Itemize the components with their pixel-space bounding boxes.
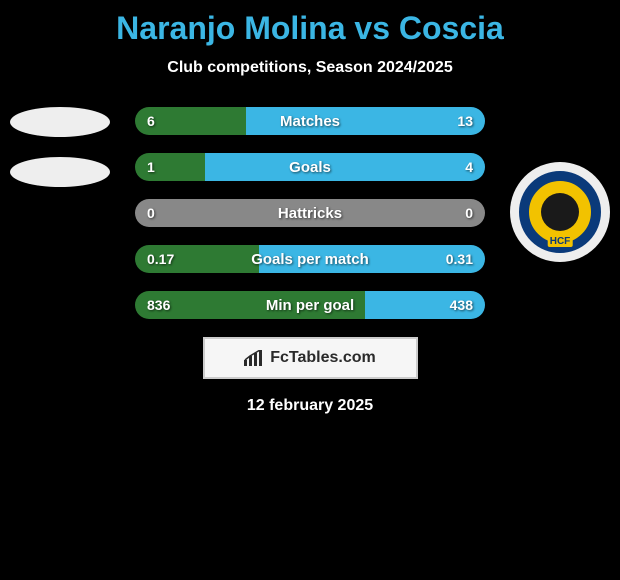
bar-label: Matches bbox=[135, 113, 485, 130]
bar-label: Min per goal bbox=[135, 297, 485, 314]
footer-brand-text: FcTables.com bbox=[270, 349, 376, 367]
bar-label: Goals per match bbox=[135, 251, 485, 268]
placeholder-ellipse bbox=[10, 157, 110, 187]
page-title: Naranjo Molina vs Coscia bbox=[0, 0, 620, 47]
bar-label: Goals bbox=[135, 159, 485, 176]
bar-label: Hattricks bbox=[135, 205, 485, 222]
stat-bar-row: 836Min per goal438 bbox=[135, 291, 485, 319]
chart-icon bbox=[244, 350, 264, 366]
badge-face bbox=[541, 193, 579, 231]
stat-bar-row: 1Goals4 bbox=[135, 153, 485, 181]
stat-bar-row: 0.17Goals per match0.31 bbox=[135, 245, 485, 273]
footer-brand-box: FcTables.com bbox=[203, 337, 418, 379]
stat-bar-row: 6Matches13 bbox=[135, 107, 485, 135]
bar-right-value: 4 bbox=[465, 159, 473, 175]
club-badge: HCF bbox=[510, 162, 610, 262]
left-logo-placeholder bbox=[10, 107, 110, 207]
right-club-logo: HCF bbox=[510, 162, 610, 262]
badge-ring: HCF bbox=[519, 171, 601, 253]
comparison-content: HCF 6Matches13 1Goals4 0Hattricks0 0.17Goal… bbox=[0, 107, 620, 415]
stat-bars: 6Matches13 1Goals4 0Hattricks0 0.17Goals pe… bbox=[135, 107, 485, 319]
bar-right-value: 0 bbox=[465, 205, 473, 221]
placeholder-ellipse bbox=[10, 107, 110, 137]
stat-bar-row: 0Hattricks0 bbox=[135, 199, 485, 227]
footer-date: 12 february 2025 bbox=[0, 397, 620, 415]
badge-text: HCF bbox=[548, 236, 573, 247]
bar-right-value: 0.31 bbox=[446, 251, 473, 267]
bar-right-value: 13 bbox=[457, 113, 473, 129]
subtitle: Club competitions, Season 2024/2025 bbox=[0, 59, 620, 77]
bar-right-value: 438 bbox=[450, 297, 473, 313]
